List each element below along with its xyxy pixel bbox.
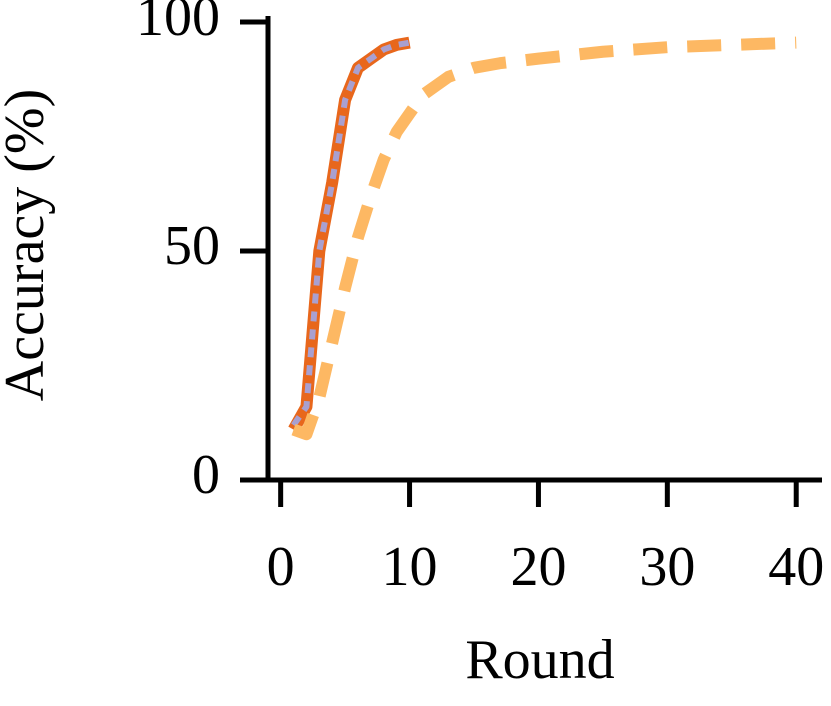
x-tick-label: 30	[639, 536, 695, 598]
x-tick-label: 40	[768, 536, 824, 598]
y-tick-label: 0	[192, 444, 220, 506]
y-tick-label: 100	[136, 0, 220, 48]
y-tick-label: 50	[164, 215, 220, 277]
x-tick-label: 10	[382, 536, 438, 598]
x-tick-label: 20	[510, 536, 566, 598]
x-tick-label: 0	[267, 536, 295, 598]
y-axis-label: Accuracy (%)	[0, 89, 56, 401]
line-series	[291, 39, 411, 427]
line-series	[291, 36, 797, 441]
x-axis-label: Round	[465, 629, 614, 691]
